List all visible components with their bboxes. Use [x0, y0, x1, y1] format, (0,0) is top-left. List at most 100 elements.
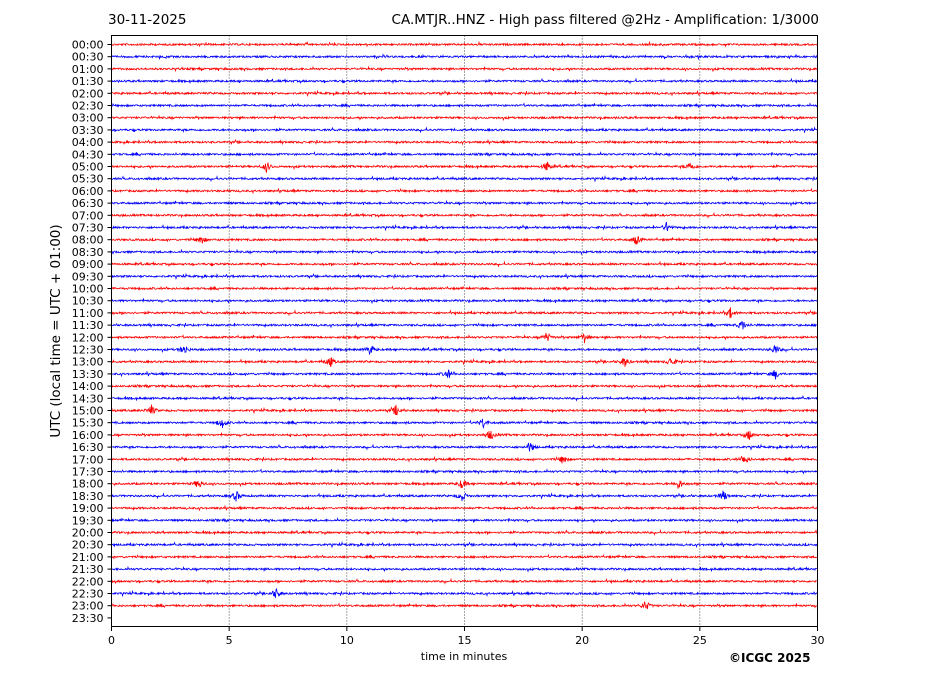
y-tick-label-06:30: 06:30 — [72, 197, 104, 210]
y-tick-label-10:30: 10:30 — [72, 295, 104, 308]
y-tick-label-22:00: 22:00 — [72, 575, 104, 588]
trace-09:30 — [111, 272, 818, 281]
y-tick-label-03:00: 03:00 — [72, 112, 104, 125]
y-tick-label-08:30: 08:30 — [72, 246, 104, 259]
y-tick-label-21:00: 21:00 — [72, 551, 104, 564]
y-tick-label-03:30: 03:30 — [72, 124, 104, 137]
trace-23:00 — [111, 601, 818, 609]
y-tick-label-16:30: 16:30 — [72, 441, 104, 454]
x-tick-label-25: 25 — [693, 634, 707, 647]
chart-title: CA.MTJR..HNZ - High pass filtered @2Hz -… — [391, 12, 819, 28]
date-label: 30-11-2025 — [108, 12, 187, 28]
x-tick-layer: 0 5 10 15 20 25 30 — [108, 626, 825, 647]
x-tick-label-20: 20 — [575, 634, 589, 647]
y-tick-label-23:30: 23:30 — [72, 612, 104, 625]
y-tick-label-08:00: 08:00 — [72, 234, 104, 247]
y-tick-label-18:00: 18:00 — [72, 478, 104, 491]
trace-07:00 — [111, 211, 818, 219]
trace-08:00 — [111, 236, 818, 245]
trace-22:00 — [111, 577, 818, 585]
y-tick-label-19:30: 19:30 — [72, 514, 104, 527]
y-tick-label-05:00: 05:00 — [72, 161, 104, 174]
y-tick-label-04:00: 04:00 — [72, 136, 104, 149]
x-tick-label-10: 10 — [340, 634, 354, 647]
trace-04:00 — [111, 138, 818, 146]
y-tick-label-01:00: 01:00 — [72, 63, 104, 76]
trace-01:30 — [111, 77, 818, 85]
trace-13:30 — [111, 369, 818, 380]
trace-05:30 — [111, 175, 818, 183]
y-tick-label-04:30: 04:30 — [72, 148, 104, 161]
trace-17:00 — [111, 455, 818, 464]
y-tick-label-07:00: 07:00 — [72, 209, 104, 222]
y-tick-label-18:30: 18:30 — [72, 490, 104, 503]
trace-20:00 — [111, 528, 818, 536]
y-tick-label-12:30: 12:30 — [72, 344, 104, 357]
trace-11:00 — [111, 307, 818, 319]
y-tick-label-14:30: 14:30 — [72, 392, 104, 405]
trace-05:00 — [111, 161, 818, 174]
trace-00:00 — [111, 40, 818, 48]
trace-19:00 — [111, 504, 818, 512]
trace-21:30 — [111, 565, 818, 573]
trace-03:00 — [111, 114, 818, 122]
trace-02:30 — [111, 102, 818, 109]
y-tick-label-11:30: 11:30 — [72, 319, 104, 332]
trace-06:30 — [111, 199, 818, 207]
y-tick-label-02:30: 02:30 — [72, 100, 104, 113]
trace-14:30 — [111, 394, 818, 402]
y-tick-label-21:30: 21:30 — [72, 563, 104, 576]
trace-00:30 — [111, 53, 818, 61]
y-tick-label-09:30: 09:30 — [72, 270, 104, 283]
trace-22:30 — [111, 588, 818, 599]
trace-18:30 — [111, 490, 818, 502]
x-tick-label-0: 0 — [108, 634, 115, 647]
trace-12:30 — [111, 344, 818, 356]
trace-16:30 — [111, 442, 818, 452]
trace-10:00 — [111, 285, 818, 292]
trace-11:30 — [111, 320, 818, 330]
x-tick-label-15: 15 — [458, 634, 472, 647]
y-tick-label-15:30: 15:30 — [72, 417, 104, 430]
x-tick-label-30: 30 — [811, 634, 825, 647]
trace-07:30 — [111, 221, 818, 232]
y-tick-label-19:00: 19:00 — [72, 502, 104, 515]
trace-14:00 — [111, 382, 818, 390]
y-tick-label-13:30: 13:30 — [72, 368, 104, 381]
trace-13:00 — [111, 357, 818, 367]
y-tick-label-14:00: 14:00 — [72, 380, 104, 393]
y-tick-label-12:00: 12:00 — [72, 331, 104, 344]
y-tick-label-11:00: 11:00 — [72, 307, 104, 320]
y-tick-label-17:30: 17:30 — [72, 466, 104, 479]
x-axis-label: time in minutes — [420, 650, 508, 663]
y-tick-label-20:00: 20:00 — [72, 527, 104, 540]
trace-16:00 — [111, 430, 818, 440]
trace-06:00 — [111, 187, 818, 195]
y-tick-label-23:00: 23:00 — [72, 600, 104, 613]
trace-09:00 — [111, 260, 818, 268]
y-tick-label-13:00: 13:00 — [72, 356, 104, 369]
y-tick-label-07:30: 07:30 — [72, 222, 104, 235]
y-tick-label-00:30: 00:30 — [72, 51, 104, 64]
y-tick-label-02:00: 02:00 — [72, 87, 104, 100]
y-tick-label-05:30: 05:30 — [72, 173, 104, 186]
y-tick-label-00:00: 00:00 — [72, 39, 104, 52]
y-tick-label-22:30: 22:30 — [72, 588, 104, 601]
y-tick-label-06:00: 06:00 — [72, 185, 104, 198]
trace-01:00 — [111, 65, 818, 73]
y-tick-label-15:00: 15:00 — [72, 405, 104, 418]
copyright-label: ©ICGC 2025 — [729, 651, 811, 665]
trace-15:00 — [111, 404, 818, 416]
trace-layer — [111, 40, 818, 609]
trace-18:00 — [111, 480, 818, 489]
trace-02:00 — [111, 89, 818, 98]
y-tick-label-20:30: 20:30 — [72, 539, 104, 552]
y-tick-label-16:00: 16:00 — [72, 429, 104, 442]
trace-17:30 — [111, 468, 818, 475]
x-tick-label-5: 5 — [226, 634, 233, 647]
grid-layer — [228, 35, 701, 627]
trace-03:30 — [111, 126, 818, 134]
trace-04:30 — [111, 151, 818, 158]
y-tick-label-09:00: 09:00 — [72, 258, 104, 271]
